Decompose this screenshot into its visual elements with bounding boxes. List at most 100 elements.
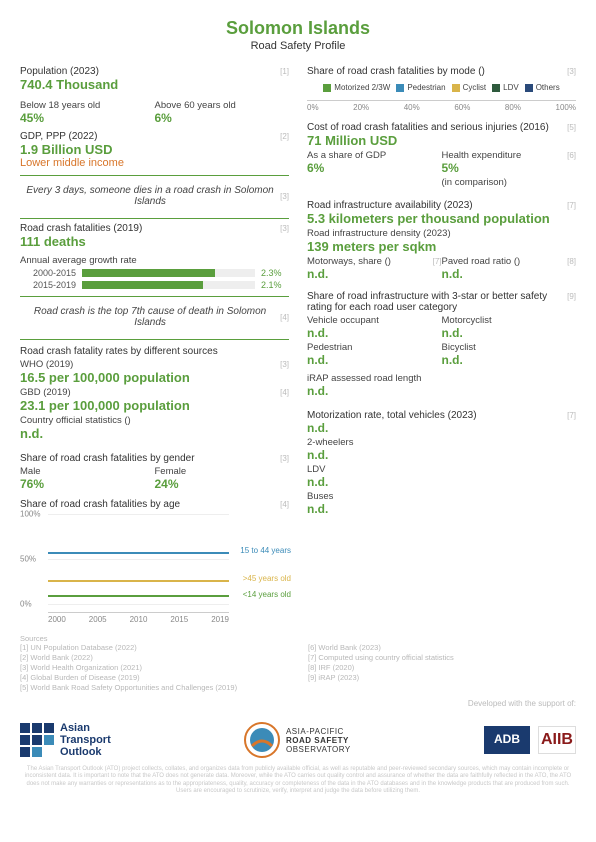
divider (20, 218, 289, 219)
gdp-class: Lower middle income (20, 157, 289, 169)
pop-above60-val: 6% (155, 111, 290, 125)
official-src: Country official statistics () (20, 415, 289, 426)
mode-label: Share of road crash fatalities by mode (… (307, 66, 485, 77)
infra-label: Road infrastructure availability (2023) (307, 200, 473, 211)
male-val: 76% (20, 477, 155, 491)
pop-label: Population (2023) (20, 66, 99, 77)
age-x-axis: 20002005201020152019 (48, 612, 229, 624)
cost-gdp-label: As a share of GDP (307, 150, 386, 161)
left-column: Population (2023) [1] 740.4 Thousand Belo… (20, 66, 289, 624)
cost-value: 71 Million USD (307, 133, 576, 148)
motorway-ref: [7] (433, 257, 442, 266)
cost-health-note: (in comparison) (442, 177, 577, 188)
fatalities-label: Road crash fatalities (2019) (20, 223, 142, 234)
grid-icon (20, 723, 54, 757)
callout-1-ref: [3] (280, 192, 289, 201)
infra-value: 5.3 kilometers per thousand population (307, 211, 576, 226)
sources-right: [6] World Bank (2023)[7] Computed using … (308, 643, 576, 693)
legend-item: Motorized 2/3W (323, 83, 390, 92)
aprso-line3: OBSERVATORY (286, 745, 351, 754)
pop-ref: [1] (280, 67, 289, 76)
divider (20, 296, 289, 297)
sources-left: [1] UN Population Database (2022)[2] Wor… (20, 643, 288, 693)
pop-below18-val: 45% (20, 111, 155, 125)
callout-1: Every 3 days, someone dies in a road cra… (20, 182, 280, 210)
legend-item: Pedestrian (396, 83, 445, 92)
mode-legend: Motorized 2/3W Pedestrian Cyclist LDV Others (307, 83, 576, 92)
gdp-value: 1.9 Billion USD (20, 142, 289, 157)
gdp-ref: [2] (280, 132, 289, 141)
legend-item: LDV (492, 83, 519, 92)
irap-grid: Vehicle occupantn.d.Motorcyclistn.d.Pede… (307, 313, 576, 367)
growth-row: 2000-20152.3% (20, 268, 289, 278)
cost-health-label: Health expenditure (442, 150, 522, 161)
fatalities-ref: [3] (280, 224, 289, 233)
paved-label: Paved road ratio () (442, 256, 521, 267)
fatalities-value: 111 deaths (20, 234, 289, 249)
disclaimer: The Asian Transport Outlook (ATO) projec… (20, 766, 576, 795)
motorization-val: n.d. (307, 421, 576, 435)
aprso-line1: ASIA-PACIFIC (286, 727, 351, 736)
irap-assessed-label: iRAP assessed road length (307, 373, 576, 384)
cost-label: Cost of road crash fatalities and seriou… (307, 122, 549, 133)
age-chart-label: Share of road crash fatalities by age (20, 499, 180, 510)
legend-item: Cyclist (452, 83, 487, 92)
divider (20, 175, 289, 176)
logo-row: Asian Transport Outlook ASIA-PACIFICROAD… (20, 722, 576, 758)
growth-label: Annual average growth rate (20, 255, 289, 266)
infra-ref: [7] (567, 201, 576, 210)
callout-2-ref: [4] (280, 313, 289, 322)
paved-ref: [8] (567, 257, 576, 266)
cost-health-val: 5% (442, 161, 577, 175)
growth-row: 2015-20192.1% (20, 280, 289, 290)
rates-label: Road crash fatality rates by different s… (20, 346, 289, 357)
irap-assessed-val: n.d. (307, 384, 576, 398)
irap-label: Share of road infrastructure with 3-star… (307, 291, 567, 313)
legend-item: Others (525, 83, 560, 92)
gbd-val: 23.1 per 100,000 population (20, 398, 289, 413)
male-label: Male (20, 466, 155, 477)
age-chart-ref: [4] (280, 500, 289, 509)
supporter-logos: ADB AIIB (484, 726, 576, 754)
gbd-src: GBD (2019) (20, 387, 71, 398)
cost-gdp-val: 6% (307, 161, 442, 175)
motorization-list: 2-wheelersn.d.LDVn.d.Busesn.d. (307, 437, 576, 516)
motorization-ref: [7] (567, 411, 576, 420)
gender-ref: [3] (280, 454, 289, 463)
support-label: Developed with the support of: (468, 699, 576, 708)
infra-density-label: Road infrastructure density (2023) (307, 228, 576, 239)
who-ref: [3] (280, 360, 289, 369)
right-column: Share of road crash fatalities by mode (… (307, 66, 576, 624)
motorway-label: Motorways, share () (307, 256, 391, 267)
official-val: n.d. (20, 426, 289, 441)
page-subtitle: Road Safety Profile (20, 40, 576, 52)
page-title: Solomon Islands (20, 18, 576, 39)
who-src: WHO (2019) (20, 359, 73, 370)
who-val: 16.5 per 100,000 population (20, 370, 289, 385)
age-line-chart: 0%50%100%15 to 44 years>45 years old<14 … (48, 514, 229, 604)
cost-ref: [5] (567, 123, 576, 132)
globe-icon (244, 722, 280, 758)
motorway-val: n.d. (307, 267, 442, 281)
growth-chart: 2000-20152.3% 2015-20192.1% (20, 268, 289, 290)
divider (20, 339, 289, 340)
female-label: Female (155, 466, 290, 477)
gender-label: Share of road crash fatalities by gender (20, 453, 195, 464)
callout-2: Road crash is the top 7th cause of death… (20, 303, 280, 331)
infra-density-val: 139 meters per sqkm (307, 239, 576, 254)
aprso-logo: ASIA-PACIFICROAD SAFETYOBSERVATORY (244, 722, 351, 758)
motorization-label: Motorization rate, total vehicles (2023) (307, 410, 477, 421)
paved-val: n.d. (442, 267, 577, 281)
mode-ref: [3] (567, 67, 576, 76)
pop-above60-label: Above 60 years old (155, 100, 290, 111)
pop-below18-label: Below 18 years old (20, 100, 155, 111)
mode-x-axis: 0%20%40%60%80%100% (307, 100, 576, 112)
sources-heading: Sources (20, 634, 576, 643)
pop-value: 740.4 Thousand (20, 77, 289, 92)
irap-ref: [9] (567, 292, 576, 301)
main-columns: Population (2023) [1] 740.4 Thousand Belo… (20, 66, 576, 624)
gbd-ref: [4] (280, 388, 289, 397)
aprso-line2: ROAD SAFETY (286, 736, 351, 745)
cost-gdp-ref: [6] (567, 151, 576, 160)
aiib-logo: AIIB (538, 726, 576, 754)
